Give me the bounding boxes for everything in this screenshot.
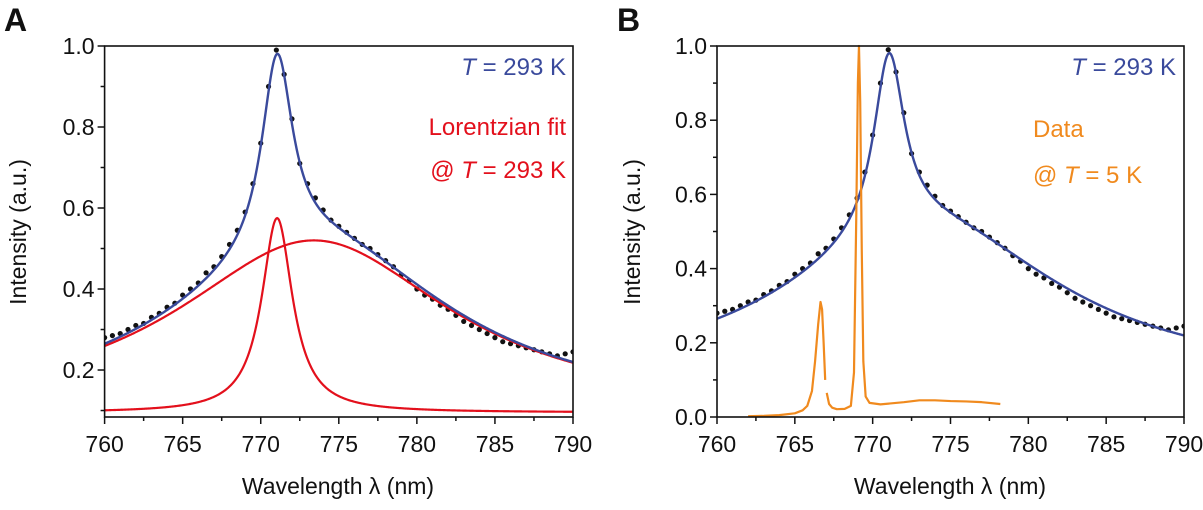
plot-area bbox=[717, 44, 1184, 417]
annotation-3: @ T = 5 K bbox=[1033, 162, 1142, 189]
data-point bbox=[1119, 316, 1125, 322]
x-tick-label: 770 bbox=[853, 431, 891, 457]
data-point bbox=[1111, 314, 1117, 320]
annotation-text: Data bbox=[1033, 116, 1084, 143]
plot-frame bbox=[716, 45, 1185, 418]
data-point bbox=[1080, 299, 1086, 305]
data-point bbox=[1072, 295, 1078, 301]
data-point bbox=[1033, 271, 1039, 277]
data-point bbox=[109, 332, 116, 339]
y-axis-label-b: Intensity (a.u.) bbox=[619, 159, 645, 305]
data-point bbox=[203, 270, 209, 276]
y-tick-label: 1.0 bbox=[63, 33, 95, 59]
data-point bbox=[1064, 290, 1070, 296]
x-tick-label: 790 bbox=[1165, 431, 1203, 457]
x-axis-label-a: Wavelength λ (nm) bbox=[242, 473, 434, 499]
y-tick-label: 1.0 bbox=[675, 33, 707, 59]
data-point bbox=[1088, 303, 1094, 309]
annotation-text: T bbox=[1071, 54, 1088, 81]
data-point bbox=[468, 322, 475, 329]
data-point bbox=[500, 339, 506, 345]
x-tick-label: 780 bbox=[1009, 431, 1047, 457]
plot-frame bbox=[103, 45, 574, 418]
annotation-text: = 293 K bbox=[476, 54, 566, 81]
data-point bbox=[885, 47, 891, 53]
y-tick-label: 0.6 bbox=[675, 181, 707, 207]
low-temp-data-line-2 bbox=[825, 44, 1001, 411]
panel-b: B Wavelength λ (nm) Intensity (a.u.) 760… bbox=[617, 2, 1203, 499]
data-point bbox=[1173, 325, 1179, 331]
lorentzian-component-2 bbox=[104, 239, 573, 364]
y-tick-label: 0.8 bbox=[675, 107, 707, 133]
data-point bbox=[125, 326, 131, 333]
annotation-text: T bbox=[1064, 162, 1081, 189]
y-tick-label: 0.8 bbox=[63, 114, 95, 140]
x-tick-label: 785 bbox=[1087, 431, 1125, 457]
x-tick-label: 765 bbox=[776, 431, 814, 457]
annotation-text: T bbox=[461, 157, 478, 184]
annotation-2: Lorentzian fit bbox=[429, 114, 567, 141]
annotation-3: @ T = 293 K bbox=[430, 157, 566, 184]
y-tick-label: 0.0 bbox=[675, 404, 707, 430]
annotation-1: T = 293 K bbox=[1071, 54, 1176, 81]
x-tick-label: 765 bbox=[163, 431, 201, 457]
annotation-1: T = 293 K bbox=[461, 54, 566, 81]
data-point bbox=[484, 330, 490, 337]
x-tick-label: 780 bbox=[398, 431, 436, 457]
annotation-2: Data bbox=[1033, 116, 1084, 143]
lorentzian-fit-curve bbox=[104, 52, 573, 364]
data-point bbox=[133, 322, 139, 329]
annotation-text: = 293 K bbox=[476, 157, 566, 184]
x-tick-label: 785 bbox=[476, 431, 514, 457]
data-point bbox=[1095, 306, 1101, 313]
plot-area bbox=[104, 47, 573, 413]
data-point bbox=[273, 47, 279, 53]
annotation-text: @ bbox=[1033, 162, 1064, 189]
x-tick-label: 760 bbox=[698, 431, 736, 457]
data-point bbox=[1049, 280, 1055, 287]
data-point bbox=[1103, 310, 1109, 316]
annotation-text: T bbox=[461, 54, 478, 81]
annotation-text: @ bbox=[430, 157, 461, 184]
x-tick-label: 760 bbox=[85, 431, 123, 457]
lorentzian-component-1 bbox=[104, 216, 573, 413]
low-temp-data-line-1 bbox=[748, 300, 827, 417]
data-point bbox=[1025, 266, 1031, 272]
x-tick-label: 775 bbox=[320, 431, 358, 457]
data-point bbox=[476, 326, 482, 333]
annotation-text: = 293 K bbox=[1086, 54, 1176, 81]
x-axis-label-b: Wavelength λ (nm) bbox=[854, 473, 1046, 499]
x-tick-label: 790 bbox=[554, 431, 592, 457]
data-point bbox=[722, 308, 728, 314]
y-tick-label: 0.2 bbox=[675, 330, 707, 356]
data-point bbox=[492, 335, 498, 341]
y-tick-label: 0.4 bbox=[675, 256, 707, 282]
y-axis-label-a: Intensity (a.u.) bbox=[5, 159, 31, 305]
x-tick-label: 775 bbox=[931, 431, 969, 457]
y-tick-label: 0.4 bbox=[63, 276, 95, 302]
panel-label-a: A bbox=[4, 2, 27, 38]
data-point bbox=[562, 351, 568, 357]
annotation-text: Lorentzian fit bbox=[429, 114, 567, 141]
x-tick-label: 770 bbox=[242, 431, 280, 457]
panel-a: A Wavelength λ (nm) Intensity (a.u.) 760… bbox=[4, 2, 592, 499]
lorentzian-fit-curve bbox=[717, 51, 1184, 337]
data-point bbox=[461, 318, 467, 325]
data-point bbox=[815, 251, 821, 257]
panel-label-b: B bbox=[617, 2, 640, 38]
y-tick-label: 0.6 bbox=[63, 195, 95, 221]
y-tick-label: 0.2 bbox=[63, 357, 95, 383]
annotation-text: = 5 K bbox=[1079, 162, 1142, 189]
